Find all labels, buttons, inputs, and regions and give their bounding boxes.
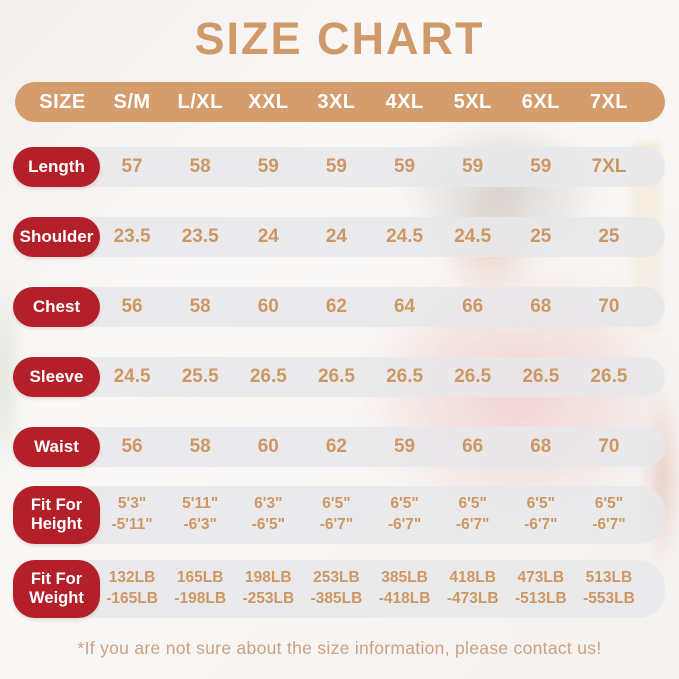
size-value-cell: 26.5	[386, 366, 424, 388]
size-value-cell: 6'5" -6'7"	[319, 495, 354, 533]
size-value-cell: 58	[189, 156, 211, 178]
size-value-cell: 57	[121, 156, 143, 178]
row-label-pill: Sleeve	[13, 357, 100, 397]
header-col-5xl: 5XL	[453, 90, 492, 113]
row-label-pill: Chest	[13, 287, 100, 327]
size-value-cell: 59	[325, 156, 347, 178]
size-value-cell: 132LB -165LB	[106, 569, 158, 607]
page-title: SIZE CHART	[194, 13, 485, 64]
size-value-cell: 59	[530, 156, 552, 178]
size-value-cell: 385LB -418LB	[378, 569, 431, 607]
size-value-cell: 68	[530, 296, 552, 318]
size-value-cell: 59	[393, 156, 416, 178]
header-col-lxl: L/XL	[177, 90, 223, 113]
size-value-cell: 25	[598, 226, 620, 248]
size-value-cell: 6'5" -6'7"	[592, 495, 626, 533]
header-col-sm: S/M	[113, 90, 151, 113]
size-value-cell: 7XL	[591, 156, 627, 178]
table-row-shoulder: Shoulder 23.5 23.5 24 24 24.5 24.5 25 25	[13, 217, 665, 257]
header-col-7xl: 7XL	[589, 90, 629, 113]
size-value-cell: 473LB -513LB	[514, 569, 567, 607]
size-value-cell: 24.5	[386, 226, 424, 248]
size-value-cell: 24	[325, 226, 347, 248]
size-value-cell: 62	[325, 296, 347, 318]
size-value-cell: 26.5	[249, 366, 287, 388]
row-label-pill: Length	[13, 147, 100, 187]
table-header-row: SIZE S/M L/XL XXL 3XL 4XL 5XL 6XL 7XL	[15, 82, 665, 122]
size-value-cell: 26.5	[454, 366, 492, 388]
header-col-4xl: 4XL	[385, 90, 424, 113]
size-value-cell: 66	[462, 296, 484, 318]
size-value-cell: 66	[462, 436, 484, 458]
size-value-cell: 56	[121, 296, 143, 318]
size-value-cell: 59	[462, 156, 484, 178]
size-value-cell: 513LB -553LB	[583, 569, 635, 607]
size-value-cell: 59	[393, 436, 416, 458]
size-value-cell: 6'5" -6'7"	[455, 495, 490, 533]
size-value-cell: 25.5	[181, 366, 219, 388]
size-value-cell: 58	[189, 436, 211, 458]
size-value-cell: 6'5" -6'7"	[524, 495, 558, 533]
header-col-6xl: 6XL	[521, 90, 560, 113]
size-value-cell: 253LB -385LB	[310, 569, 363, 607]
size-value-cell: 23.5	[181, 226, 219, 248]
header-col-3xl: 3XL	[317, 90, 356, 113]
size-value-cell: 26.5	[590, 366, 628, 388]
size-value-cell: 6'3" -6'5"	[251, 495, 286, 533]
size-value-cell: 165LB -198LB	[174, 569, 227, 607]
table-row-chest: Chest 56 58 60 62 64 66 68 70	[13, 287, 665, 327]
size-value-cell: 60	[257, 296, 279, 318]
header-col-xxl: XXL	[248, 90, 289, 113]
size-value-cell: 64	[393, 296, 416, 318]
footer-note: *If you are not sure about the size info…	[77, 638, 602, 658]
row-label-pill: Shoulder	[13, 217, 100, 257]
size-value-cell: 62	[325, 436, 347, 458]
table-row-fit-for-weight: Fit For Weight 132LB -165LB 165LB -198LB…	[13, 560, 665, 618]
size-value-cell: 6'5" -6'7"	[387, 495, 422, 533]
size-value-cell: 418LB -473LB	[446, 569, 499, 607]
size-value-cell: 5'11" -6'3"	[182, 495, 219, 533]
size-value-cell: 56	[121, 436, 143, 458]
size-value-cell: 23.5	[113, 226, 151, 248]
size-value-cell: 26.5	[317, 366, 355, 388]
row-label-pill: Fit For Weight	[13, 560, 100, 618]
size-value-cell: 24.5	[454, 226, 492, 248]
size-value-cell: 70	[598, 436, 620, 458]
row-label-pill: Waist	[13, 427, 100, 467]
size-value-cell: 59	[257, 156, 279, 178]
table-row-fit-for-height: Fit For Height 5'3" -5'11" 5'11" -6'3" 6…	[13, 486, 665, 544]
size-value-cell: 198LB -253LB	[242, 569, 295, 607]
header-size-label: SIZE	[39, 90, 86, 113]
table-row-length: Length 57 58 59 59 59 59 59 7XL	[13, 147, 665, 187]
size-value-cell: 24.5	[113, 366, 151, 388]
size-value-cell: 5'3" -5'11"	[111, 495, 153, 533]
size-value-cell: 68	[530, 436, 552, 458]
size-value-cell: 25	[530, 226, 552, 248]
row-label-pill: Fit For Height	[13, 486, 100, 544]
size-value-cell: 70	[598, 296, 620, 318]
table-row-sleeve: Sleeve 24.5 25.5 26.5 26.5 26.5 26.5 26.…	[13, 357, 665, 397]
size-value-cell: 24	[257, 226, 279, 248]
size-value-cell: 60	[257, 436, 279, 458]
size-value-cell: 58	[189, 296, 211, 318]
size-value-cell: 26.5	[522, 366, 560, 388]
table-row-waist: Waist 56 58 60 62 59 66 68 70	[13, 427, 665, 467]
